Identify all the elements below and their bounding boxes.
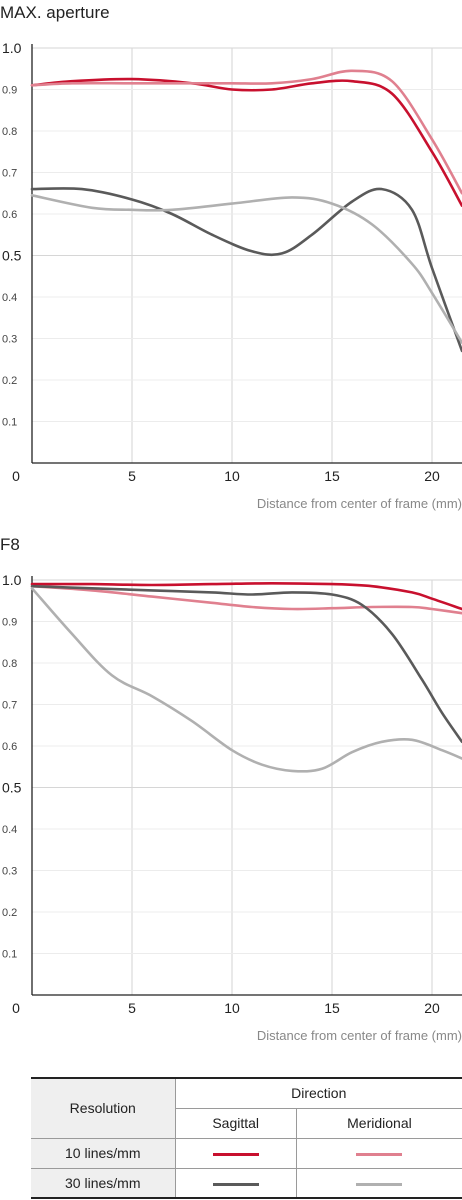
chart-plot-area: 0.1 0.2 0.3 0.4 0.5 0.6 0.7 0.8 0.9 1.0 0 5 10 15 20 Di… <box>2 572 462 1043</box>
y-tick-label: 0.9 <box>2 85 17 97</box>
y-tick-label: 0.4 <box>2 292 17 304</box>
series-line-10-meridional <box>30 584 462 615</box>
y-tick-label: 1.0 <box>2 572 22 588</box>
chart-plot-area: 0.1 0.2 0.3 0.4 0.5 0.6 0.7 0.8 0.9 1.0 0 5 10 15 20 Di… <box>2 40 462 511</box>
sagittal-header: Sagittal <box>174 1107 297 1139</box>
series-line-10-sagittal <box>30 582 462 611</box>
x-axis-label: Distance from center of frame (mm) <box>257 496 462 511</box>
legend-swatch-cell <box>295 1167 462 1199</box>
series-line-30-sagittal <box>30 584 462 744</box>
x-tick-label: 0 <box>12 468 20 484</box>
y-tick-label: 0.2 <box>2 375 17 387</box>
x-tick-label: 5 <box>128 468 136 484</box>
x-tick-label: 20 <box>424 468 440 484</box>
y-tick-label: 0.6 <box>2 741 17 753</box>
x-axis-label: Distance from center of frame (mm) <box>257 1028 462 1043</box>
y-tick-label: 0.6 <box>2 209 17 221</box>
series-line-10-meridional <box>30 69 462 195</box>
y-tick-label: 0.5 <box>2 780 22 796</box>
legend-swatch-cell <box>295 1137 462 1169</box>
x-tick-label: 5 <box>128 1000 136 1016</box>
y-tick-label: 0.3 <box>2 334 17 346</box>
x-tick-label: 10 <box>224 468 240 484</box>
y-tick-label: 0.1 <box>2 949 17 961</box>
x-tick-label: 20 <box>424 1000 440 1016</box>
chart-title: MAX. aperture <box>0 3 110 22</box>
x-tick-label: 0 <box>12 1000 20 1016</box>
chart-title: F8 <box>0 535 20 554</box>
series-line-30-meridional <box>30 587 462 773</box>
series-line-30-sagittal <box>30 187 462 353</box>
swatch-10-meridional <box>356 1152 403 1156</box>
mtf-chart-f8: F8 0.1 0.2 0.3 0.4 0.5 0.6 0.7 0.8 0.9 1.0 0 5 10 15 2… <box>0 532 462 1056</box>
series-line-10-sagittal <box>30 77 462 207</box>
meridional-header: Meridional <box>295 1107 462 1139</box>
y-tick-label: 0.5 <box>2 248 22 264</box>
mtf-chart-max-aperture: MAX. aperture 0.1 0.2 0.3 0.4 0.5 0.6 0.7 0.8 0.… <box>0 0 462 520</box>
y-tick-label: 0.2 <box>2 907 17 919</box>
resolution-header: Resolution <box>31 1077 176 1139</box>
y-tick-label: 0.8 <box>2 126 17 138</box>
y-tick-label: 0.9 <box>2 617 17 629</box>
y-tick-label: 0.1 <box>2 417 17 429</box>
series-line-30-meridional <box>30 194 462 344</box>
swatch-10-sagittal <box>212 1152 259 1156</box>
swatch-30-meridional <box>356 1182 403 1186</box>
x-tick-label: 15 <box>324 468 340 484</box>
y-tick-label: 0.3 <box>2 866 17 878</box>
legend-row-label: 10 lines/mm <box>31 1137 176 1169</box>
y-tick-label: 0.8 <box>2 658 17 670</box>
legend-swatch-cell <box>174 1137 297 1169</box>
direction-header: Direction <box>174 1077 462 1109</box>
swatch-30-sagittal <box>212 1182 259 1186</box>
y-tick-label: 1.0 <box>2 40 22 56</box>
x-tick-label: 15 <box>324 1000 340 1016</box>
legend-row-label: 30 lines/mm <box>31 1167 176 1199</box>
legend-swatch-cell <box>174 1167 297 1199</box>
legend-table: Resolution Direction Sagittal Meridional… <box>31 1077 462 1199</box>
y-tick-label: 0.4 <box>2 824 17 836</box>
y-tick-label: 0.7 <box>2 168 17 180</box>
y-tick-label: 0.7 <box>2 700 17 712</box>
x-tick-label: 10 <box>224 1000 240 1016</box>
